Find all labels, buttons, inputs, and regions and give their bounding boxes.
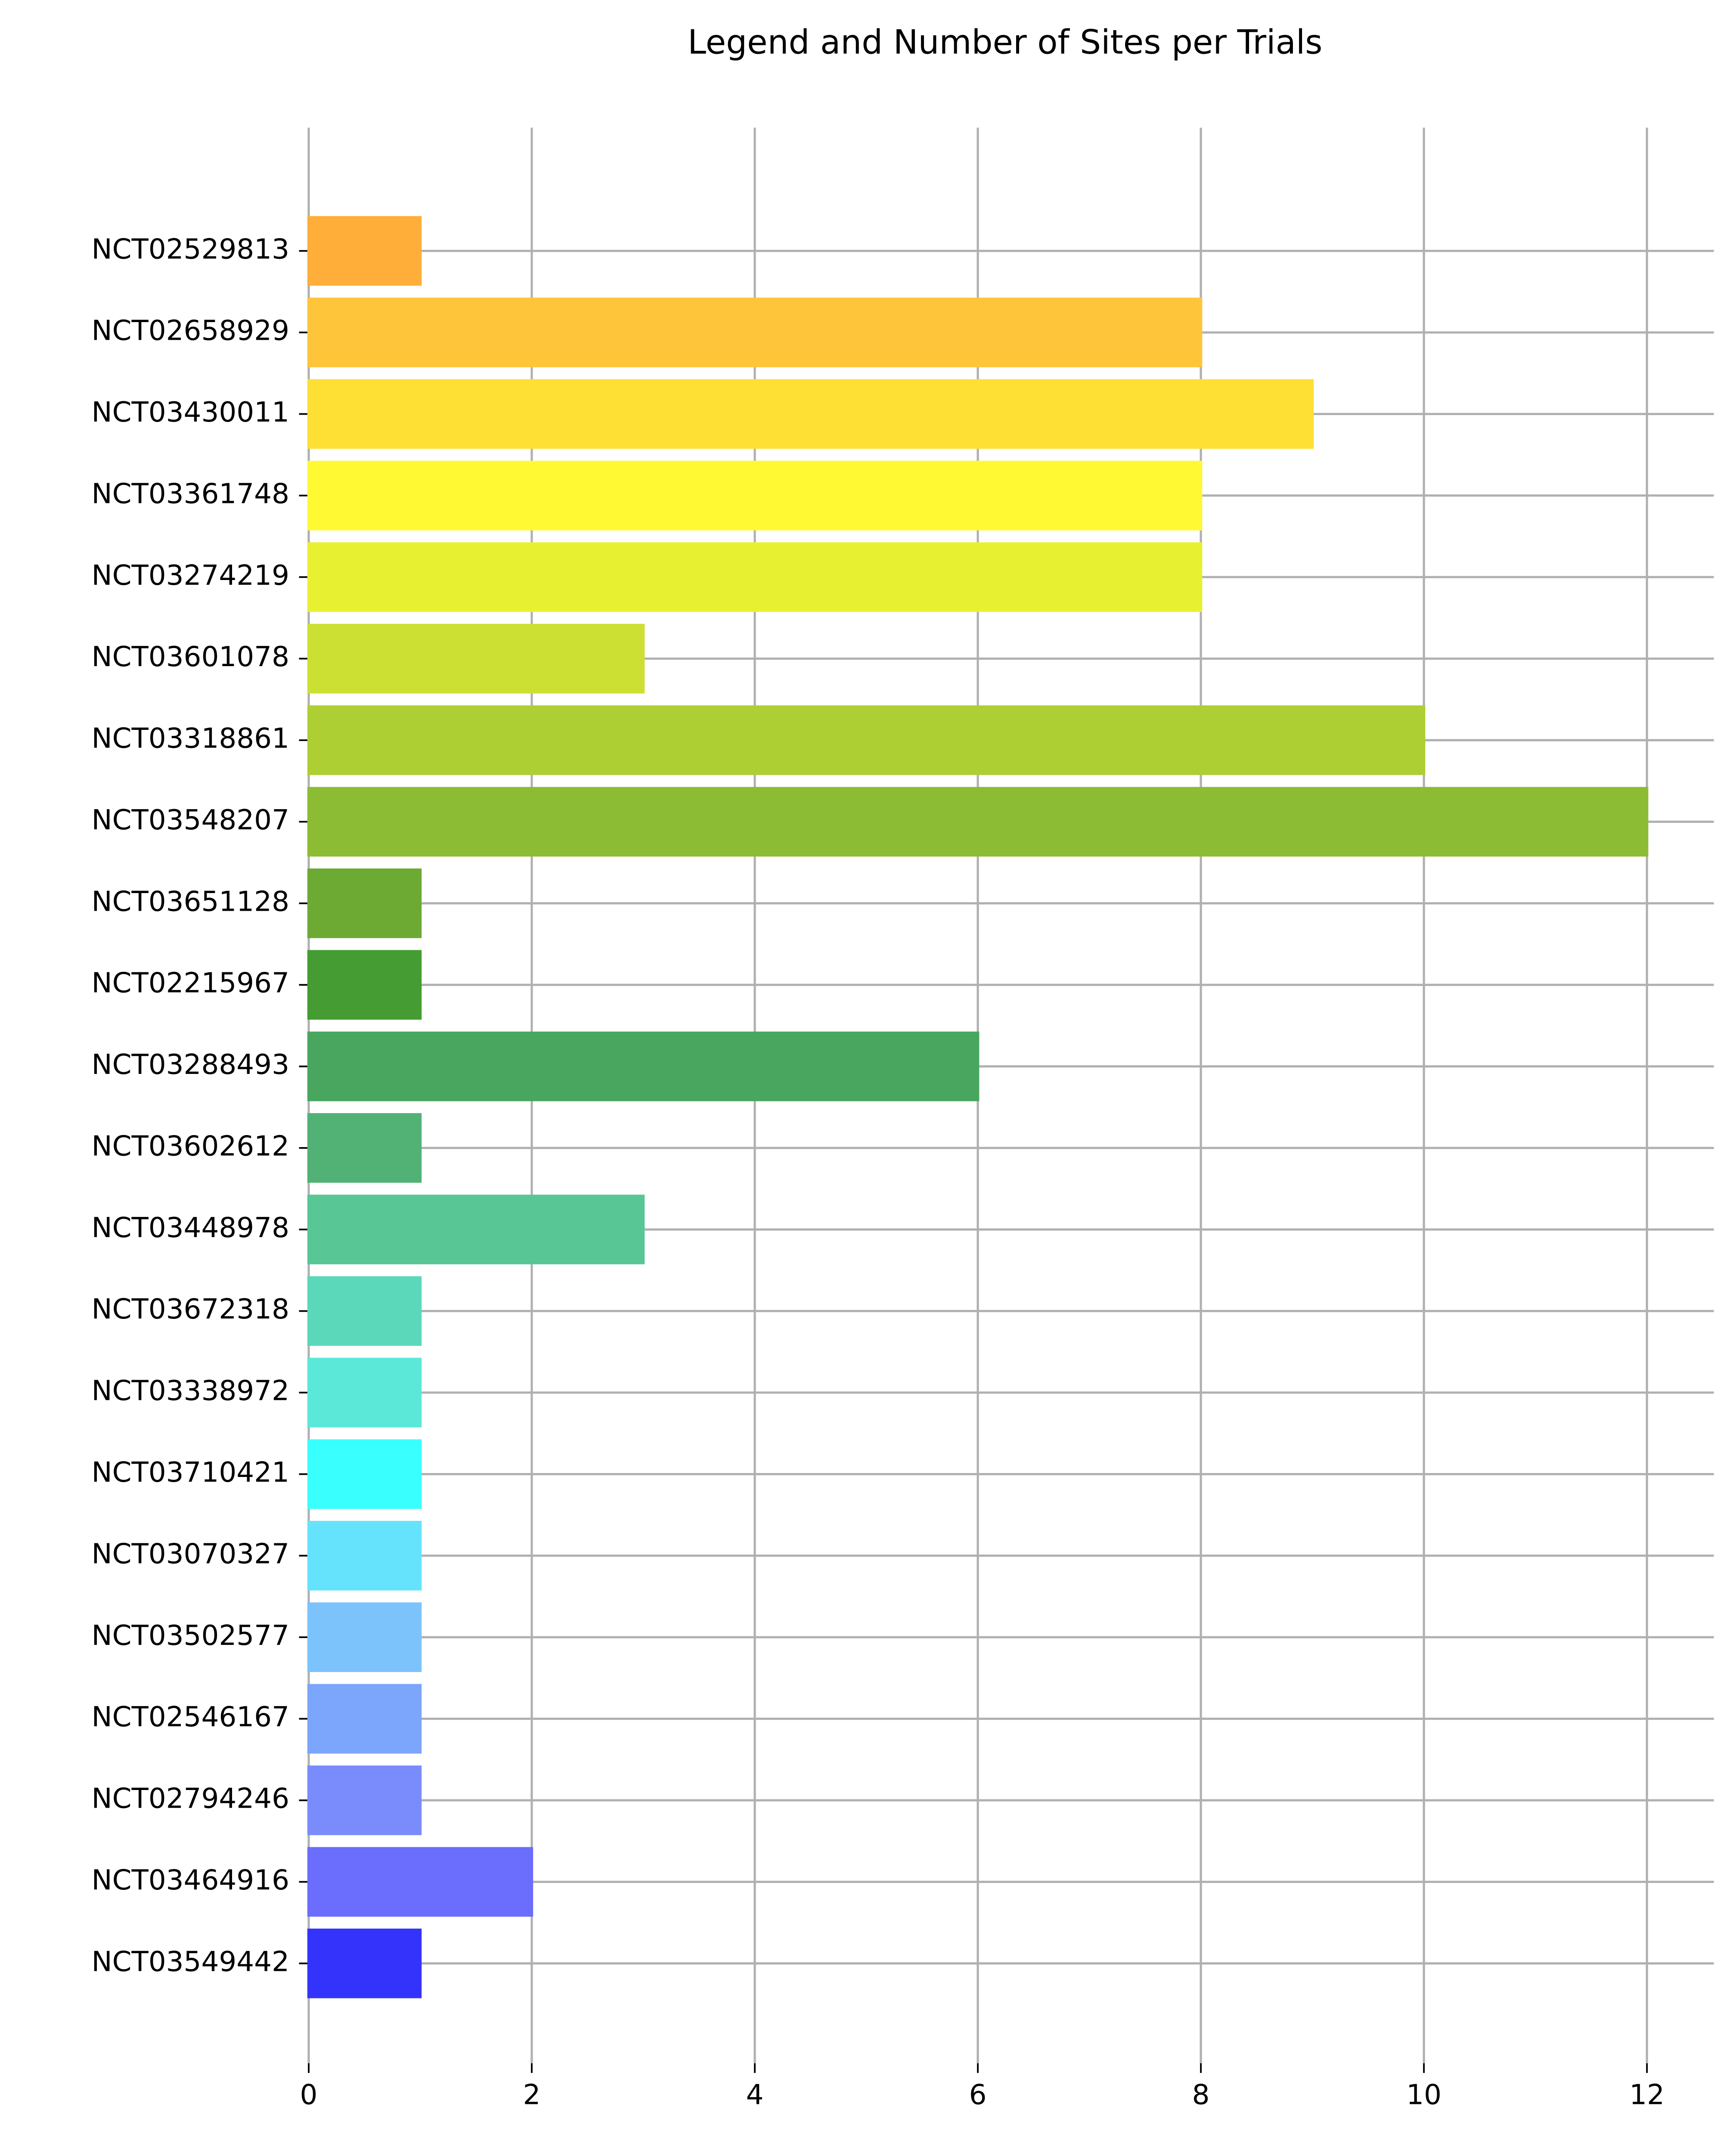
y-tick-label: NCT03318861 <box>91 723 289 755</box>
x-tick-label: 2 <box>523 2079 541 2111</box>
y-tick-label: NCT03288493 <box>91 1049 289 1081</box>
bar <box>307 1765 422 1835</box>
bar <box>307 216 422 286</box>
y-tick-label: NCT02215967 <box>91 967 289 999</box>
y-tick-label: NCT02658929 <box>91 315 289 347</box>
bar <box>307 1276 422 1346</box>
x-tick-label: 8 <box>1192 2079 1210 2111</box>
y-tick-label: NCT03448978 <box>91 1212 289 1244</box>
y-tick-label: NCT02794246 <box>91 1783 289 1815</box>
bar <box>307 950 422 1020</box>
y-tick-label: NCT03338972 <box>91 1375 289 1407</box>
chart-title: Legend and Number of Sites per Trials <box>688 23 1322 62</box>
y-tick-label: NCT03710421 <box>91 1456 289 1489</box>
x-tick-label: 6 <box>969 2079 987 2111</box>
bar <box>307 1113 422 1183</box>
bar <box>307 1684 422 1754</box>
x-tick-label: 12 <box>1629 2079 1665 2111</box>
y-tick-label: NCT03361748 <box>91 478 289 510</box>
bar <box>307 705 1426 775</box>
y-tick-label: NCT03651128 <box>91 885 289 918</box>
y-tick-label: NCT03274219 <box>91 559 289 592</box>
bar <box>307 868 422 938</box>
bar <box>307 1928 422 1998</box>
y-tick-label: NCT03502577 <box>91 1619 289 1652</box>
y-tick-label: NCT02546167 <box>91 1701 289 1733</box>
bar <box>307 1847 533 1917</box>
y-tick-label: NCT03464916 <box>91 1864 289 1896</box>
bar <box>307 1194 645 1265</box>
bar <box>307 1602 422 1672</box>
y-tick-label: NCT02529813 <box>91 233 289 265</box>
x-tick-label: 4 <box>746 2079 764 2111</box>
y-tick-label: NCT03548207 <box>91 804 289 836</box>
x-tick-label: 0 <box>300 2079 318 2111</box>
bar <box>307 624 645 694</box>
bar <box>307 787 1649 857</box>
bar <box>307 542 1203 612</box>
y-tick-label: NCT03549442 <box>91 1945 289 1978</box>
y-tick-label: NCT03070327 <box>91 1538 289 1570</box>
y-tick-label: NCT03672318 <box>91 1293 289 1325</box>
x-tick-label: 10 <box>1406 2079 1442 2111</box>
y-tick-label: NCT03430011 <box>91 396 289 428</box>
bar <box>307 298 1203 367</box>
y-tick-label: NCT03602612 <box>91 1130 289 1162</box>
bar <box>307 379 1314 449</box>
bar <box>307 1439 422 1509</box>
bar <box>307 460 1203 530</box>
bar <box>307 1520 422 1591</box>
bar <box>307 1358 422 1427</box>
bar <box>307 1031 980 1101</box>
y-tick-label: NCT03601078 <box>91 641 289 673</box>
